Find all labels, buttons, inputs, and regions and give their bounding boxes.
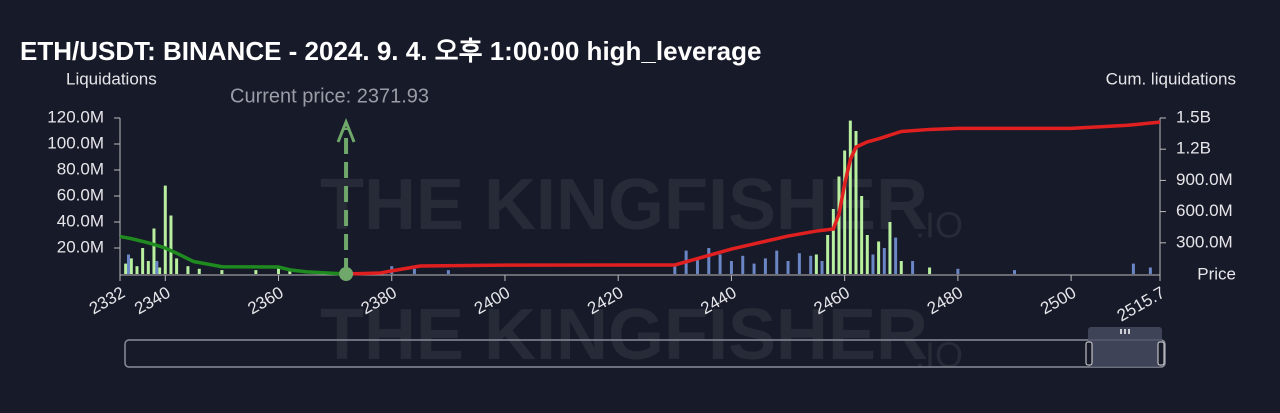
bar [126,254,130,274]
y-tick-label: 80.0M [57,159,104,178]
bar [775,250,779,274]
bar [928,267,932,274]
bar [673,263,677,274]
bar [446,270,450,274]
bar [797,253,801,274]
bar [848,120,852,274]
bar [894,237,898,274]
y-tick-label: 60.0M [57,185,104,204]
bar [763,258,767,274]
bar [752,263,756,274]
bar [899,261,903,274]
bar [786,261,790,274]
bar [186,266,190,274]
y-tick-label: 40.0M [57,211,104,230]
bar [152,228,156,274]
bar [141,248,145,274]
bar [175,258,179,274]
bar [814,254,818,274]
watermark: THE KINGFISHER [320,295,928,375]
bar [288,270,292,274]
y2-tick-label: 1.2B [1176,139,1211,158]
current-price-label: Current price: 2371.93 [230,85,429,107]
cum-line [346,120,1161,276]
current-price-arrow [336,117,356,143]
slider-track [124,339,1166,368]
bar [843,150,847,274]
bar [695,258,699,274]
bar [277,267,281,274]
bar [860,196,864,274]
bar [129,258,133,274]
chart-title: ETH/USDT: BINANCE - 2024. 9. 4. 오후 1:00:… [20,36,761,66]
slider-window[interactable] [1088,327,1162,367]
bar [854,131,858,274]
y2-tick-label: 300.0M [1176,232,1233,251]
bar [871,254,875,274]
bar [718,254,722,274]
current-price-dot [339,267,354,281]
bar [412,268,416,274]
bar [197,268,201,274]
bar [809,255,813,274]
bar [888,222,892,274]
y2-tick-label: 900.0M [1176,170,1233,189]
bar [1148,267,1152,274]
bar [169,215,173,274]
bar [135,266,139,274]
bar [1013,270,1017,274]
y2-tick-label: 600.0M [1176,201,1233,220]
y-axis-label: Liquidations [66,69,157,88]
bar [911,261,915,274]
bar [158,267,162,274]
slider-grip [1120,329,1130,334]
y2-tick-label: 1.5B [1176,107,1211,126]
bar [163,185,167,274]
slider-handle[interactable] [1157,341,1165,366]
bar [220,270,224,274]
bar [865,235,869,274]
watermark: .IO [915,335,963,376]
slider-handle[interactable] [1085,341,1093,366]
bar [831,209,835,274]
y2-axis-label: Cum. liquidations [1106,69,1236,88]
watermark: .IO [915,205,963,246]
bar [877,241,881,274]
watermark: THE KINGFISHER [320,165,928,245]
y-tick-label: 20.0M [57,237,104,256]
bar [882,248,886,274]
x-axis-label: Price [1197,264,1236,283]
range-slider[interactable] [124,327,1166,368]
bar [124,263,128,274]
bar [820,261,824,274]
y-tick-label: 120.0M [47,107,104,126]
cum-line [119,234,347,276]
bar [155,261,159,274]
bar [1131,263,1135,274]
bar [254,270,258,274]
bar [729,261,733,274]
bar [837,176,841,274]
bar [707,248,711,274]
bar [146,261,150,274]
y-tick-label: 100.0M [47,133,104,152]
bar [826,235,830,274]
bar [741,255,745,274]
bar [956,268,960,274]
